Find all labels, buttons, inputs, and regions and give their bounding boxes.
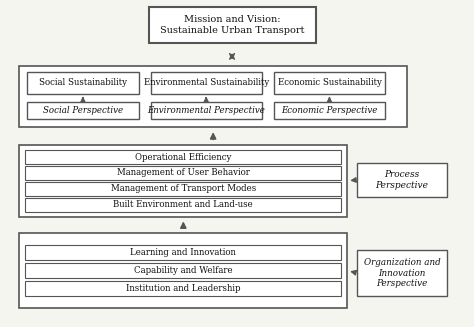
FancyBboxPatch shape	[148, 7, 316, 43]
FancyBboxPatch shape	[27, 101, 138, 119]
Text: Institution and Leadership: Institution and Leadership	[126, 284, 241, 293]
FancyBboxPatch shape	[25, 263, 341, 278]
FancyBboxPatch shape	[357, 163, 447, 197]
FancyBboxPatch shape	[274, 101, 385, 119]
FancyBboxPatch shape	[19, 233, 347, 308]
Text: Process
Perspective: Process Perspective	[375, 170, 428, 190]
FancyBboxPatch shape	[19, 145, 347, 216]
Text: Operational Efficiency: Operational Efficiency	[135, 153, 231, 162]
Text: Built Environment and Land-use: Built Environment and Land-use	[113, 200, 253, 209]
Text: Economic Perspective: Economic Perspective	[281, 106, 378, 115]
Text: Environmental Perspective: Environmental Perspective	[147, 106, 265, 115]
FancyBboxPatch shape	[27, 72, 138, 94]
FancyBboxPatch shape	[25, 182, 341, 196]
FancyBboxPatch shape	[25, 166, 341, 180]
FancyBboxPatch shape	[357, 250, 447, 296]
Text: Management of User Behavior: Management of User Behavior	[117, 168, 250, 178]
Text: Environmental Sustainability: Environmental Sustainability	[144, 78, 269, 87]
FancyBboxPatch shape	[25, 198, 341, 212]
FancyBboxPatch shape	[19, 66, 407, 127]
FancyBboxPatch shape	[151, 72, 262, 94]
Text: Organization and
Innovation
Perspective: Organization and Innovation Perspective	[364, 258, 440, 288]
Text: Management of Transport Modes: Management of Transport Modes	[111, 184, 256, 193]
Text: Learning and Innovation: Learning and Innovation	[130, 248, 236, 257]
FancyBboxPatch shape	[151, 101, 262, 119]
Text: Mission and Vision:
Sustainable Urban Transport: Mission and Vision: Sustainable Urban Tr…	[160, 15, 304, 35]
FancyBboxPatch shape	[25, 281, 341, 296]
FancyBboxPatch shape	[25, 245, 341, 260]
Text: Capability and Welfare: Capability and Welfare	[134, 266, 233, 275]
FancyBboxPatch shape	[274, 72, 385, 94]
FancyBboxPatch shape	[25, 150, 341, 164]
Text: Social Sustainability: Social Sustainability	[39, 78, 127, 87]
Text: Economic Sustainability: Economic Sustainability	[277, 78, 382, 87]
Text: Social Perspective: Social Perspective	[43, 106, 123, 115]
